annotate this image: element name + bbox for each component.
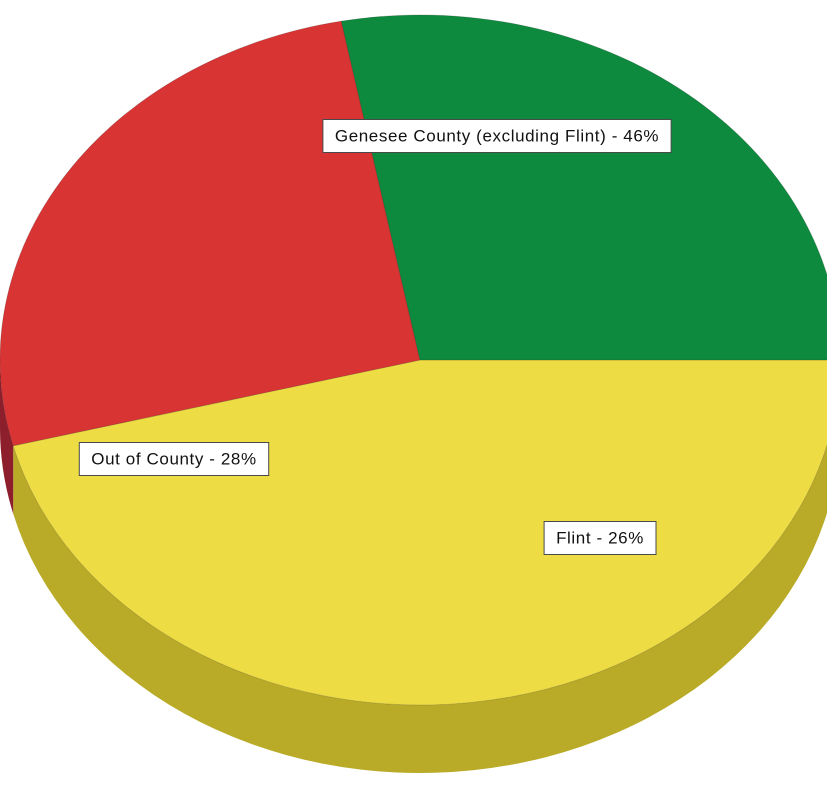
slice-label-out-of-county: Out of County - 28% (78, 442, 270, 476)
slice-label-genesee-county-excluding-flint: Genesee County (excluding Flint) - 46% (322, 119, 672, 153)
slice-label-box (78, 442, 270, 476)
pie-slice-out-of-county (340, 14, 827, 361)
pie-slice-flint (0, 20, 421, 447)
slice-label-box (543, 521, 657, 555)
pie-labels: Genesee County (excluding Flint) - 46% Fl… (78, 119, 672, 555)
slice-label-text: Genesee County (excluding Flint) - 46% (335, 127, 659, 146)
pie-top (0, 14, 827, 706)
pie-side-genesee-county-excluding-flint (13, 444, 827, 773)
slice-label-box (322, 119, 672, 153)
slice-label-text: Flint - 26% (556, 529, 644, 548)
pie-side-walls (0, 360, 827, 773)
pie-side-flint (0, 360, 14, 514)
slice-label-flint: Flint - 26% (543, 521, 657, 555)
slice-label-text: Out of County - 28% (91, 450, 256, 469)
